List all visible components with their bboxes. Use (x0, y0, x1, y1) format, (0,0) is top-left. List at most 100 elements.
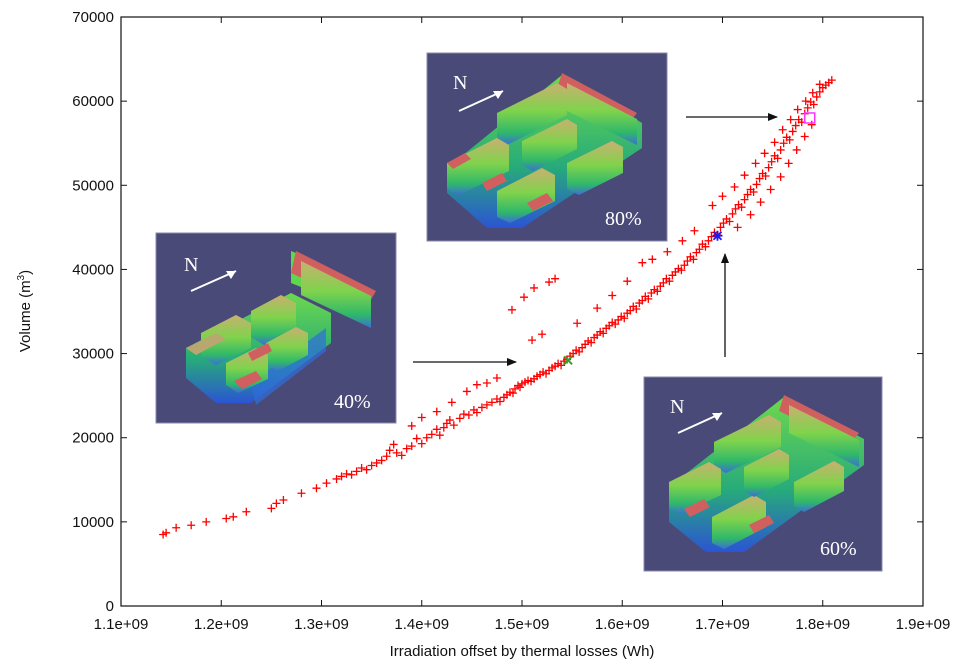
north-label: N (184, 254, 198, 276)
data-point (690, 226, 699, 235)
data-point (665, 277, 674, 286)
data-point (587, 338, 596, 347)
data-point (513, 381, 522, 390)
data-point (477, 403, 486, 412)
data-point (385, 446, 394, 455)
data-point (342, 469, 351, 478)
data-point (785, 135, 794, 144)
data-point (187, 521, 196, 530)
data-points (159, 76, 836, 539)
data-point (487, 398, 496, 407)
data-point (507, 305, 516, 314)
data-point (449, 421, 458, 430)
data-point (644, 294, 653, 303)
data-point (793, 105, 802, 114)
data-point (731, 204, 740, 213)
data-point (412, 434, 421, 443)
data-point (815, 80, 824, 89)
data-point (788, 127, 797, 136)
data-point (530, 283, 539, 292)
percent-label: 80% (605, 208, 642, 230)
data-point (680, 261, 689, 270)
data-point (322, 479, 331, 488)
data-point (482, 379, 491, 388)
data-point (397, 451, 406, 460)
building-block-icon (186, 251, 376, 405)
data-point (417, 439, 426, 448)
x-tick-label: 1.7e+09 (695, 616, 750, 633)
highlight-point-60 (712, 230, 723, 241)
data-point (638, 296, 647, 305)
data-point (786, 115, 795, 124)
x-tick-label: 1.4e+09 (394, 616, 449, 633)
data-point (807, 120, 816, 129)
percent-label: 40% (334, 391, 371, 413)
north-arrow-head-icon (226, 271, 236, 279)
inset-60: N 60% (643, 376, 883, 572)
north-arrow-head-icon (493, 91, 503, 99)
data-point (551, 274, 560, 283)
data-point (815, 87, 824, 96)
data-point (377, 456, 386, 465)
data-point (459, 410, 468, 419)
data-point (740, 171, 749, 180)
data-point (435, 431, 444, 440)
x-tick-label: 1.3e+09 (294, 616, 349, 633)
data-point (599, 329, 608, 338)
x-tick-label: 1.2e+09 (194, 616, 249, 633)
data-point (776, 172, 785, 181)
data-point (728, 209, 737, 218)
data-point (347, 470, 356, 479)
highlight-point-40 (563, 355, 573, 366)
data-point (267, 504, 276, 513)
data-point (362, 465, 371, 474)
data-point (382, 452, 391, 461)
data-point (357, 464, 366, 473)
data-point (482, 400, 491, 409)
data-point (242, 507, 251, 516)
x-tick-label: 1.8e+09 (795, 616, 850, 633)
data-point (417, 413, 426, 422)
data-point (718, 192, 727, 201)
north-label: N (670, 396, 684, 418)
data-point (683, 257, 692, 266)
data-point (538, 330, 547, 339)
x-tick-label: 1.6e+09 (595, 616, 650, 633)
data-point (719, 219, 728, 228)
data-point (776, 145, 785, 154)
data-point (740, 195, 749, 204)
data-point (677, 266, 686, 275)
data-point (608, 291, 617, 300)
data-point (653, 287, 662, 296)
data-point (432, 407, 441, 416)
data-point (701, 242, 710, 251)
y-tick-label: 10000 (72, 514, 114, 531)
y-tick-label: 70000 (72, 9, 114, 26)
data-point (800, 132, 809, 141)
data-point (626, 306, 635, 315)
x-tick-label: 1.9e+09 (896, 616, 951, 633)
building-block-icon (447, 73, 642, 228)
data-point (352, 467, 361, 476)
data-point (779, 139, 788, 148)
data-point (545, 278, 554, 287)
data-point (447, 398, 456, 407)
data-point (803, 103, 812, 112)
highlight-point-80 (803, 112, 816, 124)
x-tick-label: 1.5e+09 (495, 616, 550, 633)
data-point (737, 203, 746, 212)
data-point (432, 425, 441, 434)
data-point (422, 433, 431, 442)
data-point (472, 408, 481, 417)
percent-label: 60% (820, 538, 857, 560)
data-point (297, 489, 306, 498)
data-point (575, 347, 584, 356)
data-point (648, 255, 657, 264)
data-point (389, 440, 398, 449)
data-point (638, 258, 647, 267)
data-point (528, 336, 537, 345)
data-point (439, 423, 448, 432)
data-point (455, 414, 464, 423)
data-point (770, 138, 779, 147)
